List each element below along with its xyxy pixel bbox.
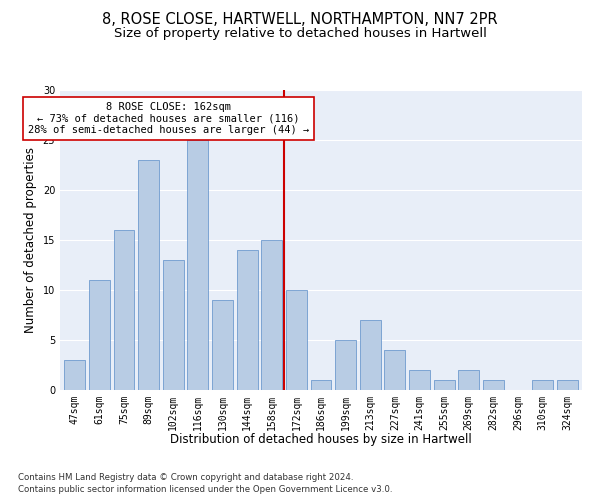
Text: 8, ROSE CLOSE, HARTWELL, NORTHAMPTON, NN7 2PR: 8, ROSE CLOSE, HARTWELL, NORTHAMPTON, NN… xyxy=(102,12,498,28)
Bar xyxy=(557,380,578,390)
Bar xyxy=(113,230,134,390)
Bar xyxy=(163,260,184,390)
Bar xyxy=(483,380,504,390)
Text: Contains public sector information licensed under the Open Government Licence v3: Contains public sector information licen… xyxy=(18,485,392,494)
Bar xyxy=(187,140,208,390)
Bar xyxy=(360,320,381,390)
Bar xyxy=(236,250,257,390)
Bar xyxy=(458,370,479,390)
Text: 8 ROSE CLOSE: 162sqm
← 73% of detached houses are smaller (116)
28% of semi-deta: 8 ROSE CLOSE: 162sqm ← 73% of detached h… xyxy=(28,102,309,135)
Text: Distribution of detached houses by size in Hartwell: Distribution of detached houses by size … xyxy=(170,432,472,446)
Bar xyxy=(64,360,85,390)
Text: Contains HM Land Registry data © Crown copyright and database right 2024.: Contains HM Land Registry data © Crown c… xyxy=(18,472,353,482)
Y-axis label: Number of detached properties: Number of detached properties xyxy=(24,147,37,333)
Text: Size of property relative to detached houses in Hartwell: Size of property relative to detached ho… xyxy=(113,28,487,40)
Bar xyxy=(409,370,430,390)
Bar xyxy=(138,160,159,390)
Bar xyxy=(212,300,233,390)
Bar xyxy=(532,380,553,390)
Bar xyxy=(286,290,307,390)
Bar xyxy=(434,380,455,390)
Bar xyxy=(261,240,282,390)
Bar xyxy=(335,340,356,390)
Bar xyxy=(385,350,406,390)
Bar xyxy=(89,280,110,390)
Bar xyxy=(311,380,331,390)
